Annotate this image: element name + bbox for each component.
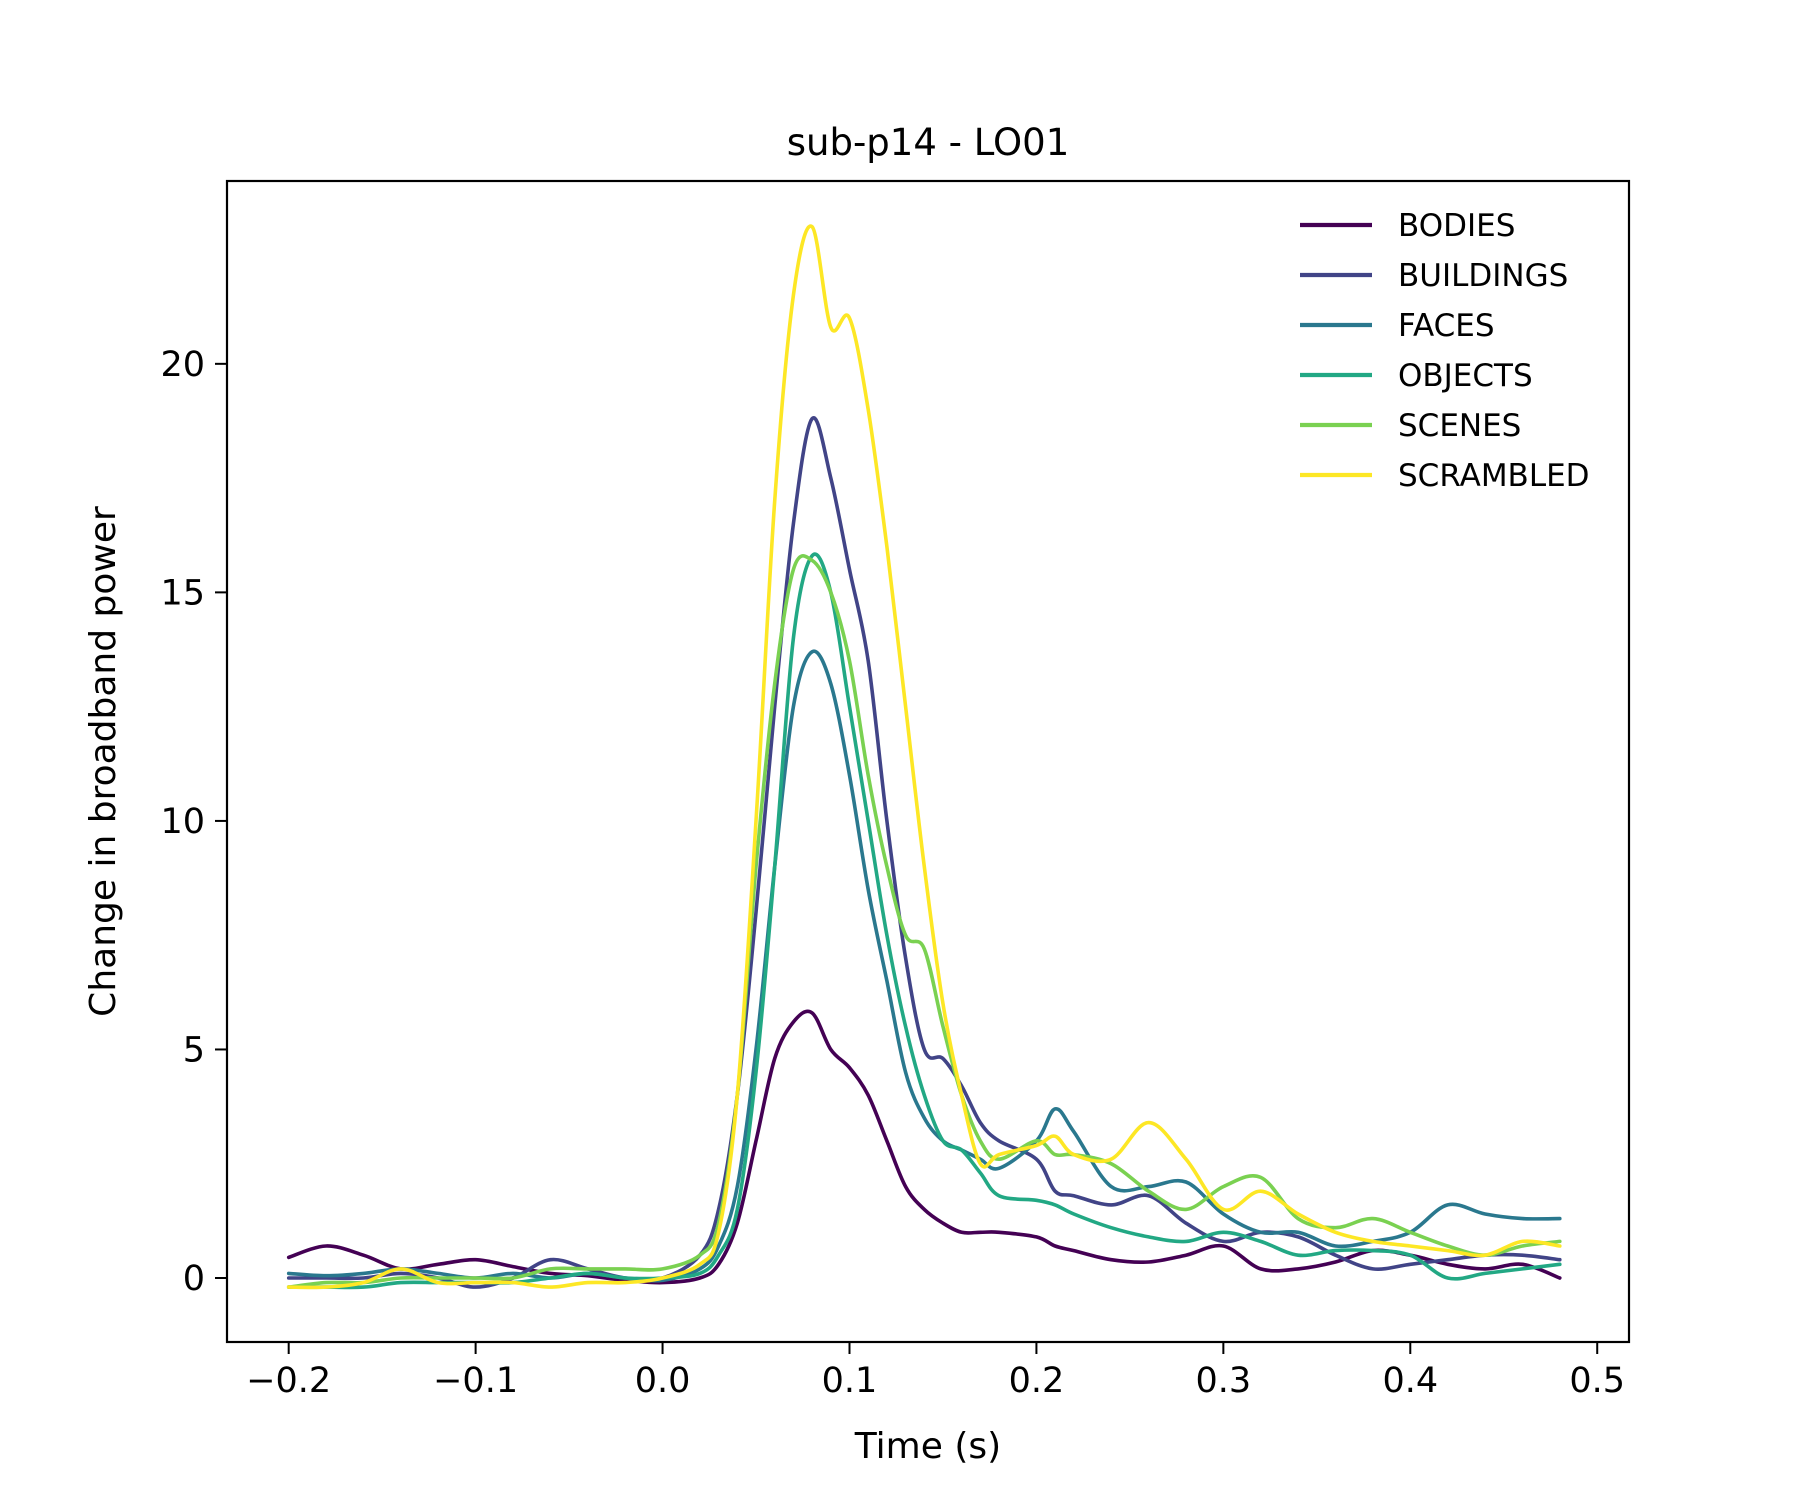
x-axis: −0.2 −0.1 0.0 0.1 0.2 0.3 0.4 0.5 (246, 1342, 1625, 1401)
legend-item: BUILDINGS (1300, 258, 1568, 294)
series-line-objects (286, 552, 1562, 1290)
legend-item: SCENES (1300, 408, 1521, 444)
x-tick-label: −0.2 (246, 1361, 331, 1401)
y-axis-title: Change in broadband power (83, 506, 124, 1017)
legend-label: SCRAMBLED (1398, 458, 1590, 494)
y-axis: 0 5 10 15 20 (160, 345, 227, 1299)
x-tick-label: 0.4 (1382, 1361, 1438, 1401)
y-tick-label: 0 (183, 1259, 205, 1299)
x-tick-label: 0.1 (822, 1361, 878, 1401)
legend-item: FACES (1300, 308, 1495, 344)
legend-label: BODIES (1398, 208, 1515, 244)
x-tick-label: −0.1 (433, 1361, 518, 1401)
series-line-scenes (286, 554, 1562, 1289)
x-tick-label: 0.5 (1569, 1361, 1625, 1401)
legend-label: FACES (1398, 308, 1495, 344)
series-line-bodies (286, 1009, 1562, 1285)
plot-frame (225, 179, 1631, 1344)
y-tick-label: 10 (160, 802, 205, 842)
legend-label: OBJECTS (1398, 358, 1533, 394)
legend-label: BUILDINGS (1398, 258, 1568, 294)
series-layer (286, 224, 1562, 1290)
x-tick-label: 0.3 (1196, 1361, 1252, 1401)
y-tick-label: 20 (160, 345, 205, 385)
legend-label: SCENES (1398, 408, 1521, 444)
legend-item: BODIES (1300, 208, 1515, 244)
legend: BODIES BUILDINGS FACES OBJECTS SCENES SCRAMBL… (1300, 208, 1590, 494)
y-tick-label: 5 (183, 1030, 205, 1070)
x-axis-title: Time (s) (854, 1426, 1001, 1467)
y-tick-label: 15 (160, 573, 205, 613)
series-line-scrambled (286, 224, 1562, 1290)
x-tick-label: 0.2 (1009, 1361, 1065, 1401)
legend-item: OBJECTS (1300, 358, 1533, 394)
chart-title: sub-p14 - LO01 (787, 121, 1070, 164)
x-tick-label: 0.0 (635, 1361, 691, 1401)
legend-item: SCRAMBLED (1300, 458, 1590, 494)
